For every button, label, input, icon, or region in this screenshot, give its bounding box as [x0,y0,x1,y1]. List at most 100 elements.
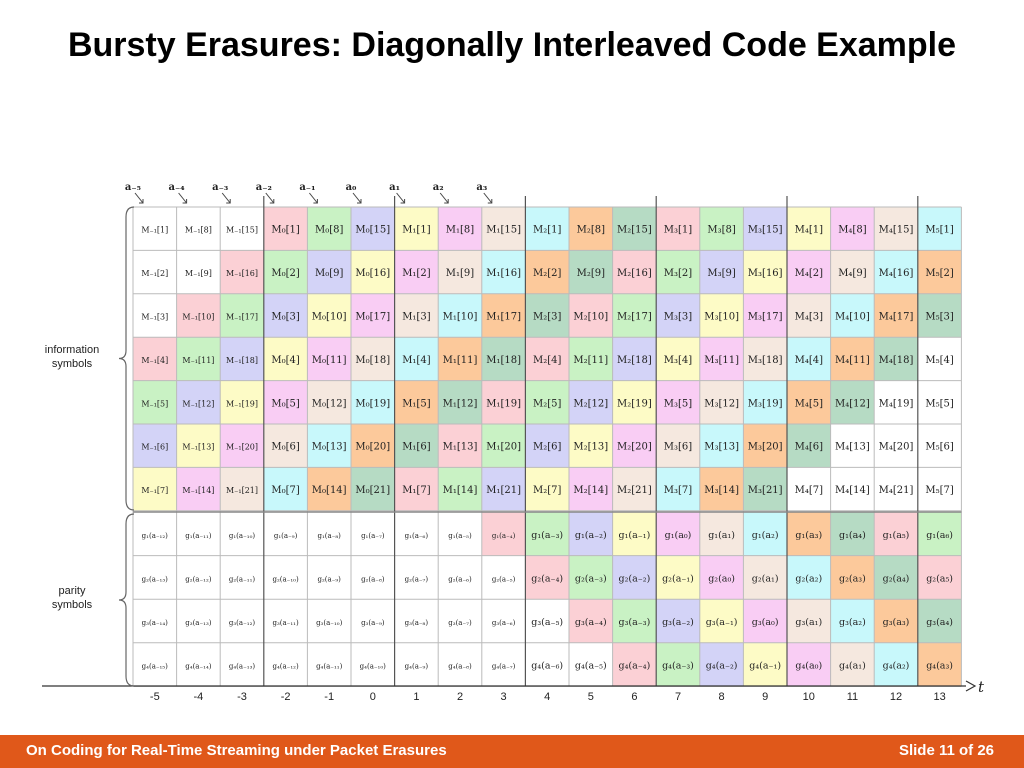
info-cell-label: M₃[4] [664,355,693,366]
info-cell-label: M₂[11] [573,355,608,366]
parity-cell [438,599,482,643]
info-cell [220,293,264,338]
info-cell [307,250,351,294]
info-cell-label: M₀[16] [355,268,390,279]
parity-cell-label: g₃(a₋₂) [662,617,694,628]
packet-label: a₃ [476,182,487,193]
parity-cell-label: g₄(a₂) [883,661,910,672]
info-cell-label: M₄[13] [835,442,870,453]
parity-cell [263,642,308,687]
info-cell-label: M₅[3] [925,312,954,323]
info-cell [830,293,875,338]
parity-cell-label: g₃(a₋₄) [575,617,607,628]
info-cell [525,424,569,468]
parity-cell-label: g₃(a₂) [839,617,866,628]
parity-cell [743,642,787,687]
time-tick-label: 0 [370,691,376,703]
info-cell [656,337,700,381]
parity-cell-label: g₁(a₋₂) [575,530,607,541]
info-cell-label: M₃[17] [748,312,783,323]
info-cell [569,380,613,424]
parity-cell-label: g₂(a₋₁₁) [229,575,255,583]
info-cell-label: M₄[9] [838,268,867,279]
info-cell [133,337,177,381]
info-cell [525,250,569,294]
info-cell-label: M₀[13] [312,442,347,453]
info-cell [874,250,918,294]
info-cell-label: M₀[18] [355,355,390,366]
parity-cell [307,512,351,556]
parity-cell [917,599,962,643]
parity-cell [351,512,395,556]
parity-cell-label: g₄(a₃) [926,661,953,672]
info-cell-label: M₀[11] [312,355,347,366]
info-cell [874,380,918,424]
parity-cell [656,512,700,556]
parity-cell-label: g₂(a₁) [752,573,779,584]
info-cell [787,337,831,381]
time-tick-label: -1 [324,691,334,703]
parity-cell-label: g₁(a₋₅) [448,532,472,540]
info-cell-label: M₁[17] [486,312,521,323]
info-cell-label: M₂[15] [617,225,652,236]
parity-cell [874,512,918,556]
info-cell-label: M₄[18] [879,355,914,366]
info-cell-label: M₂[10] [573,312,608,323]
info-cell [917,250,962,294]
parity-cell [176,512,221,556]
info-cell-label: M₁[4] [402,355,431,366]
parity-cell [656,599,700,643]
parity-cell [743,555,787,600]
grid-lines [132,196,962,687]
parity-cell-label: g₂(a₄) [883,573,910,584]
information-symbols-label: symbols [52,358,93,370]
info-cell [569,337,613,381]
info-cell-label: M₃[13] [704,442,739,453]
info-cell [394,467,439,511]
parity-cell-label: g₂(a₋₆) [448,575,472,583]
packet-arrow [178,192,187,204]
info-cell-label: M₋₁[1] [141,226,168,235]
info-cell [656,380,700,424]
packet-arrow [439,192,449,204]
parity-cell [525,642,569,687]
info-cell [481,293,526,338]
info-cell-label: M₋₁[17] [226,313,258,322]
info-cell-label: M₃[14] [704,485,739,496]
info-cell-label: M₂[14] [573,485,608,496]
info-cell-label: M₀[6] [271,442,300,453]
info-cell-label: M₄[10] [835,312,870,323]
parity-cell-label: g₃(a₀) [752,617,779,628]
info-cell [176,250,221,294]
parity-cell [176,555,221,600]
info-cell [874,293,918,338]
info-cell-label: M₀[15] [355,225,390,236]
info-cell-label: M₁[2] [402,268,431,279]
info-cell-label: M₃[3] [664,312,693,323]
info-cell [263,424,308,468]
time-tick-label: -2 [281,691,291,703]
info-cell-label: M₋₁[20] [226,443,258,452]
parity-cell [438,642,482,687]
info-cell-label: M₂[13] [573,442,608,453]
info-cell-label: M₄[14] [835,485,870,496]
info-cell-label: M₁[9] [446,268,475,279]
parity-cell-label: g₄(a₋₁₀) [360,663,386,671]
info-cell-label: M₃[18] [748,355,783,366]
parity-cell [263,512,308,556]
info-cell-label: M₅[1] [925,225,954,236]
info-cell-label: M₁[5] [402,398,431,409]
parity-cell [481,512,526,556]
info-cell-label: M₄[6] [795,442,824,453]
parity-cell-label: g₃(a₋₁₂) [229,619,255,627]
parity-cell-label: g₁(a₄) [839,530,866,541]
parity-cell [917,512,962,556]
info-cell [133,207,177,251]
packet-arrow [309,192,318,204]
parity-cell [874,599,918,643]
info-cell-label: M₁[18] [486,355,521,366]
packet-arrow [134,192,144,204]
info-cell [220,337,264,381]
info-cell [830,207,875,251]
info-cell-label: M₃[5] [664,398,693,409]
